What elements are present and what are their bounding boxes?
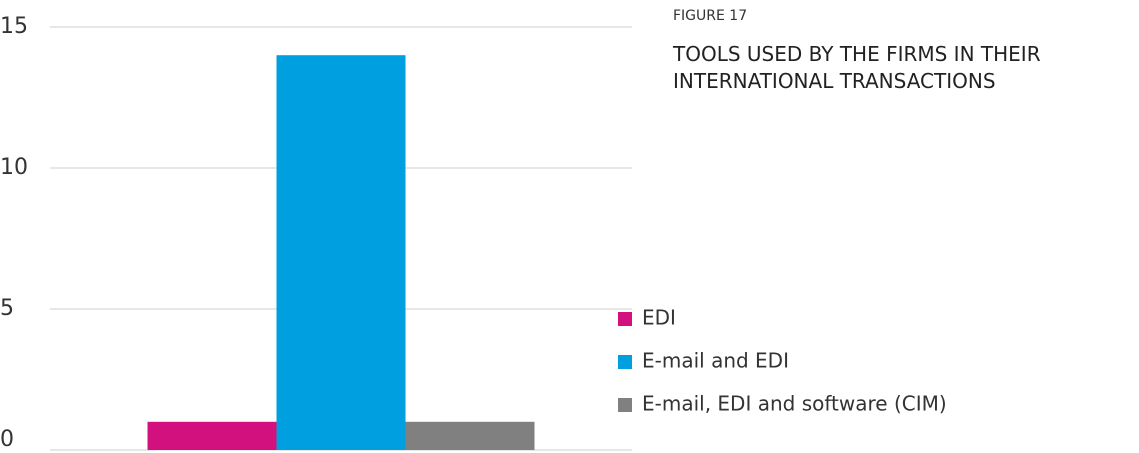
y-tick-label: 5 [0, 296, 14, 321]
legend-swatch [618, 312, 632, 326]
legend-swatch [618, 398, 632, 412]
bar [147, 421, 277, 450]
y-tick-label: 0 [0, 427, 14, 452]
legend-label: E-mail, EDI and software (CIM) [642, 392, 947, 416]
legend-swatch [618, 355, 632, 369]
chart-title: TOOLS USED BY THE FIRMS IN THEIR INTERNA… [673, 42, 1041, 93]
y-tick-label: 10 [0, 155, 28, 180]
figure-label: FIGURE 17 [673, 8, 748, 24]
bar [405, 421, 535, 450]
bar [276, 55, 406, 450]
legend-label: EDI [642, 306, 676, 330]
y-tick-label: 15 [0, 14, 28, 39]
legend-label: E-mail and EDI [642, 349, 789, 373]
